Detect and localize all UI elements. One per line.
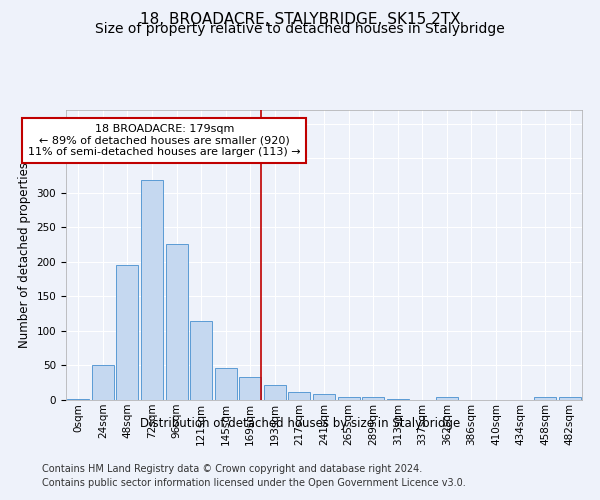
Bar <box>534 396 556 400</box>
Bar <box>362 397 384 400</box>
Bar <box>386 398 409 400</box>
Text: Contains HM Land Registry data © Crown copyright and database right 2024.: Contains HM Land Registry data © Crown c… <box>42 464 422 474</box>
Text: 18 BROADACRE: 179sqm
← 89% of detached houses are smaller (920)
11% of semi-deta: 18 BROADACRE: 179sqm ← 89% of detached h… <box>28 124 301 157</box>
Bar <box>264 385 286 400</box>
Bar <box>436 397 458 400</box>
Y-axis label: Number of detached properties: Number of detached properties <box>18 162 31 348</box>
Bar <box>67 398 89 400</box>
Bar <box>289 392 310 400</box>
Bar <box>190 322 212 400</box>
Bar <box>141 180 163 400</box>
Bar <box>313 394 335 400</box>
Bar <box>92 365 114 400</box>
Text: Distribution of detached houses by size in Stalybridge: Distribution of detached houses by size … <box>140 418 460 430</box>
Bar <box>116 264 139 400</box>
Bar <box>559 396 581 400</box>
Text: Contains public sector information licensed under the Open Government Licence v3: Contains public sector information licen… <box>42 478 466 488</box>
Text: 18, BROADACRE, STALYBRIDGE, SK15 2TX: 18, BROADACRE, STALYBRIDGE, SK15 2TX <box>140 12 460 28</box>
Bar <box>215 368 237 400</box>
Bar <box>239 377 262 400</box>
Text: Size of property relative to detached houses in Stalybridge: Size of property relative to detached ho… <box>95 22 505 36</box>
Bar <box>166 244 188 400</box>
Bar <box>338 396 359 400</box>
